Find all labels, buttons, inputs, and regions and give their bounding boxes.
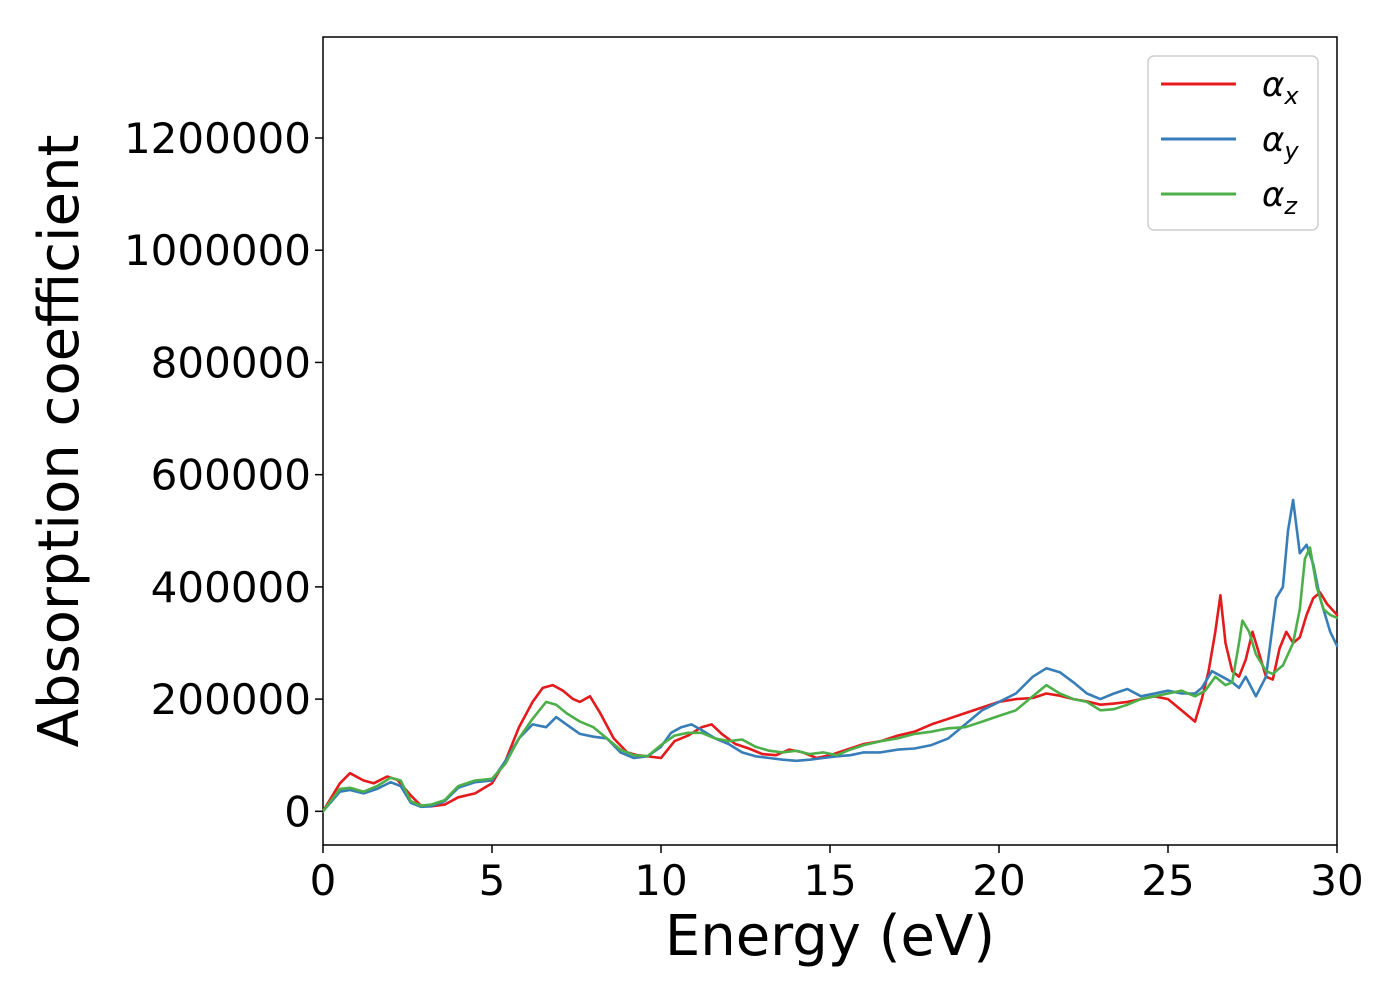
y-axis-title: Absorption coefficient [27, 135, 92, 748]
legend-label-y: αy [1262, 120, 1299, 165]
y-tick-label: 600000 [151, 451, 311, 500]
x-tick-label: 0 [310, 856, 337, 905]
series-line-z [321, 546, 1339, 813]
x-tick-label: 30 [1310, 856, 1363, 905]
y-tick-label: 0 [284, 787, 311, 836]
y-tick-label: 1200000 [124, 114, 311, 163]
y-tick-label: 400000 [151, 563, 311, 612]
y-tick-label: 200000 [151, 675, 311, 724]
y-tick-label: 1000000 [124, 226, 311, 275]
y-tick-label: 800000 [151, 338, 311, 387]
x-tick-label: 20 [972, 856, 1025, 905]
legend: αx αy αz [1147, 55, 1319, 231]
x-tick-label: 5 [479, 856, 506, 905]
x-tick-label: 15 [803, 856, 856, 905]
x-tick-label: 10 [634, 856, 687, 905]
series-layer [321, 498, 1339, 813]
x-tick-label: 25 [1141, 856, 1194, 905]
legend-box [1147, 55, 1319, 231]
y-axis: 0 200000 400000 600000 800000 1000000 1200000 [124, 114, 323, 836]
legend-label-x: αx [1262, 65, 1299, 110]
x-axis-title: Energy (eV) [665, 904, 995, 969]
x-axis: 0 5 10 15 20 25 30 [310, 845, 1364, 905]
legend-label-z: αz [1262, 175, 1298, 220]
